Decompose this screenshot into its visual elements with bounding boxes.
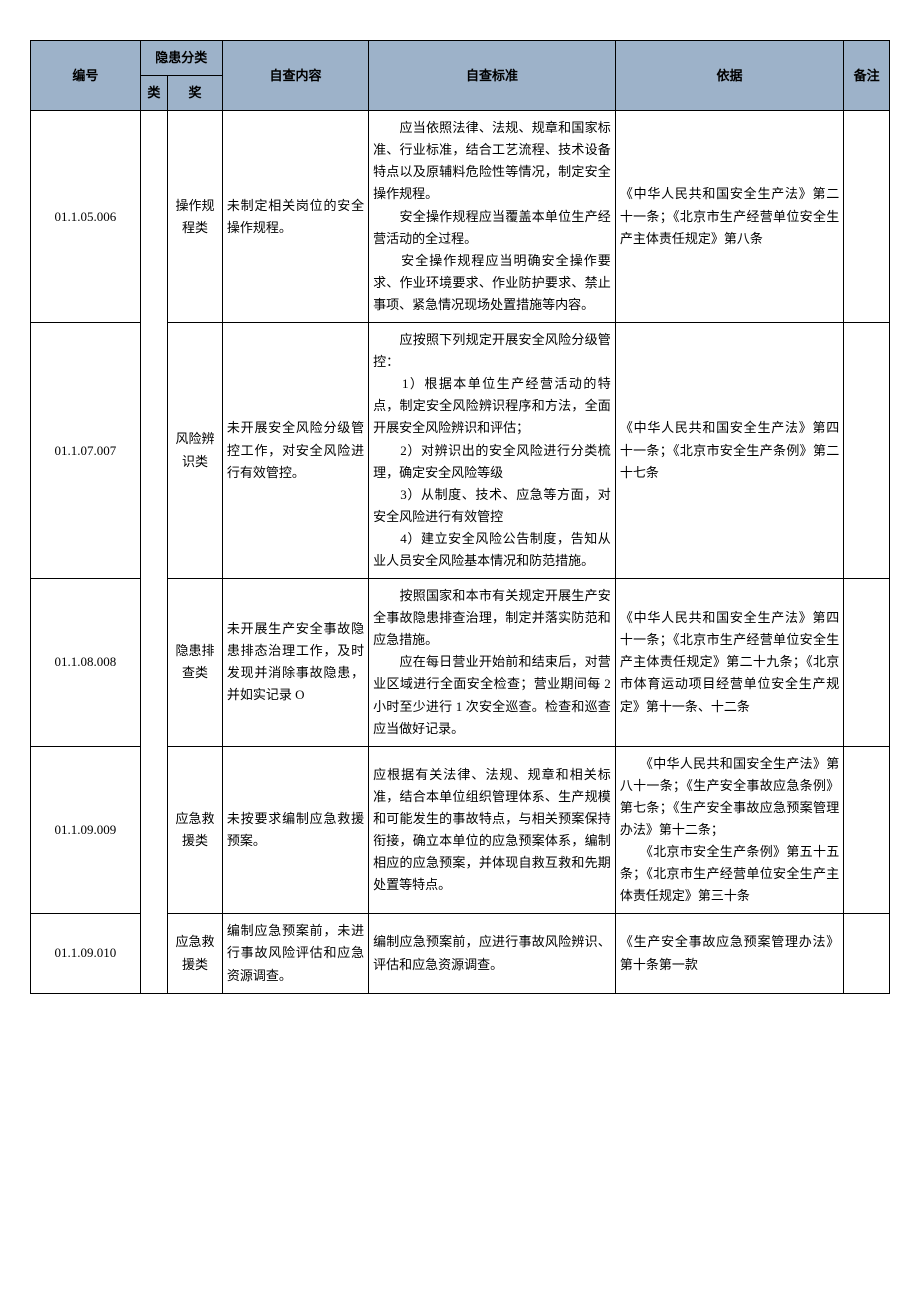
header-cat1: 类 — [140, 76, 167, 111]
cell-content: 未按要求编制应急救援预案。 — [222, 746, 368, 914]
header-basis: 依据 — [615, 41, 843, 111]
cell-content: 未制定相关岗位的安全操作规程。 — [222, 111, 368, 323]
cell-standard: 应按照下列规定开展安全风险分级管控： 1）根据本单位生产经营活动的特点，制定安全… — [369, 323, 616, 579]
cell-note — [844, 111, 890, 323]
cell-cat2: 风险辨识类 — [168, 323, 223, 579]
header-standard: 自查标准 — [369, 41, 616, 111]
cell-note — [844, 914, 890, 993]
cell-standard: 应当依照法律、法规、规章和国家标准、行业标准，结合工艺流程、技术设备特点以及原辅… — [369, 111, 616, 323]
cell-standard: 编制应急预案前，应进行事故风险辨识、评估和应急资源调查。 — [369, 914, 616, 993]
cell-id: 01.1.05.006 — [31, 111, 141, 323]
table-row: 01.1.05.006 操作规程类未制定相关岗位的安全操作规程。 应当依照法律、法… — [31, 111, 890, 323]
cell-basis: 《中华人民共和国安全生产法》第四十一条；《北京市生产经营单位安全生产主体责任规定… — [615, 579, 843, 747]
header-content: 自查内容 — [222, 41, 368, 111]
cell-basis: 《中华人民共和国安全生产法》第四十一条；《北京市安全生产条例》第二十七条 — [615, 323, 843, 579]
cell-standard: 按照国家和本市有关规定开展生产安全事故隐患排查治理，制定并落实防范和应急措施。 … — [369, 579, 616, 747]
cell-note — [844, 746, 890, 914]
hazard-inspection-table: 编号 隐患分类 自查内容 自查标准 依据 备注 类 奖 01.1.05.006操… — [30, 40, 890, 994]
cell-basis: 《中华人民共和国安全生产法》第二十一条；《北京市生产经营单位安全生产主体责任规定… — [615, 111, 843, 323]
header-id: 编号 — [31, 41, 141, 111]
cell-cat2: 隐患排查类 — [168, 579, 223, 747]
cell-note — [844, 323, 890, 579]
cell-id: 01.1.09.009 — [31, 746, 141, 914]
cell-standard: 应根据有关法律、法规、规章和相关标准，结合本单位组织管理体系、生产规模和可能发生… — [369, 746, 616, 914]
cell-basis: 《生产安全事故应急预案管理办法》第十条第一款 — [615, 914, 843, 993]
header-cat2: 奖 — [168, 76, 223, 111]
cell-id: 01.1.08.008 — [31, 579, 141, 747]
table-header: 编号 隐患分类 自查内容 自查标准 依据 备注 类 奖 — [31, 41, 890, 111]
cell-id: 01.1.09.010 — [31, 914, 141, 993]
cell-note — [844, 579, 890, 747]
cell-cat2: 应急救援类 — [168, 746, 223, 914]
header-hazard-group: 隐患分类 — [140, 41, 222, 76]
cell-cat1 — [140, 111, 167, 993]
cell-basis: 《中华人民共和国安全生产法》第八十一条；《生产安全事故应急条例》第七条；《生产安… — [615, 746, 843, 914]
cell-id: 01.1.07.007 — [31, 323, 141, 579]
cell-content: 未开展安全风险分级管控工作，对安全风险进行有效管控。 — [222, 323, 368, 579]
table-body: 01.1.05.006 操作规程类未制定相关岗位的安全操作规程。 应当依照法律、法… — [31, 111, 890, 993]
cell-content: 编制应急预案前，未进行事故风险评估和应急资源调查。 — [222, 914, 368, 993]
cell-content: 未开展生产安全事故隐患排态治理工作，及时发现并消除事故隐患，并如实记录 O — [222, 579, 368, 747]
header-note: 备注 — [844, 41, 890, 111]
cell-cat2: 操作规程类 — [168, 111, 223, 323]
cell-cat2: 应急救援类 — [168, 914, 223, 993]
